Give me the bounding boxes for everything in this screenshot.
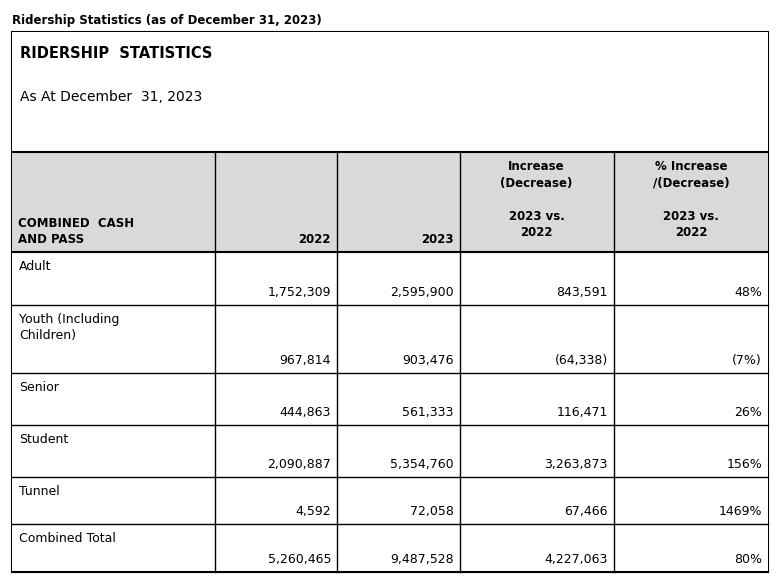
Text: 116,471: 116,471: [556, 406, 608, 419]
Text: COMBINED  CASH
AND PASS: COMBINED CASH AND PASS: [18, 217, 134, 246]
Text: 72,058: 72,058: [410, 505, 453, 518]
Bar: [12, 32, 768, 152]
Text: RIDERSHIP  STATISTICS: RIDERSHIP STATISTICS: [20, 46, 212, 61]
Bar: [12, 373, 768, 425]
Text: 2,090,887: 2,090,887: [268, 458, 331, 471]
Text: 2023: 2023: [421, 233, 453, 246]
Text: 444,863: 444,863: [280, 406, 331, 419]
Text: As At December  31, 2023: As At December 31, 2023: [20, 90, 202, 104]
Text: 1469%: 1469%: [718, 505, 762, 518]
Text: 9,487,528: 9,487,528: [390, 553, 453, 566]
Text: Student: Student: [19, 433, 69, 446]
Text: 1,752,309: 1,752,309: [268, 286, 331, 299]
Bar: [12, 305, 768, 373]
Text: % Increase
/(Decrease)

2023 vs.
2022: % Increase /(Decrease) 2023 vs. 2022: [653, 160, 729, 239]
Text: 80%: 80%: [734, 553, 762, 566]
Bar: [12, 425, 768, 477]
Text: (7%): (7%): [732, 354, 762, 367]
Text: 67,466: 67,466: [564, 505, 608, 518]
Text: Ridership Statistics (as of December 31, 2023): Ridership Statistics (as of December 31,…: [12, 14, 321, 27]
Text: 5,260,465: 5,260,465: [268, 553, 331, 566]
Text: 156%: 156%: [726, 458, 762, 471]
Text: 4,592: 4,592: [296, 505, 331, 518]
Text: (64,338): (64,338): [555, 354, 608, 367]
Text: 561,333: 561,333: [402, 406, 453, 419]
Text: 903,476: 903,476: [402, 354, 453, 367]
Text: Youth (Including
Children): Youth (Including Children): [19, 313, 119, 342]
Text: 843,591: 843,591: [556, 286, 608, 299]
Text: 4,227,063: 4,227,063: [544, 553, 608, 566]
Text: Combined Total: Combined Total: [19, 532, 116, 545]
Bar: [12, 477, 768, 524]
Text: 48%: 48%: [734, 286, 762, 299]
Text: Senior: Senior: [19, 381, 58, 394]
Bar: [12, 252, 768, 305]
Bar: [12, 524, 768, 572]
Text: 26%: 26%: [734, 406, 762, 419]
Text: 5,354,760: 5,354,760: [390, 458, 453, 471]
Text: Adult: Adult: [19, 260, 51, 273]
Text: 2,595,900: 2,595,900: [390, 286, 453, 299]
Text: Increase
(Decrease)

2023 vs.
2022: Increase (Decrease) 2023 vs. 2022: [501, 160, 573, 239]
Text: Tunnel: Tunnel: [19, 485, 60, 498]
Text: 967,814: 967,814: [279, 354, 331, 367]
Text: 2022: 2022: [299, 233, 331, 246]
Bar: [12, 152, 768, 252]
Text: 3,263,873: 3,263,873: [544, 458, 608, 471]
